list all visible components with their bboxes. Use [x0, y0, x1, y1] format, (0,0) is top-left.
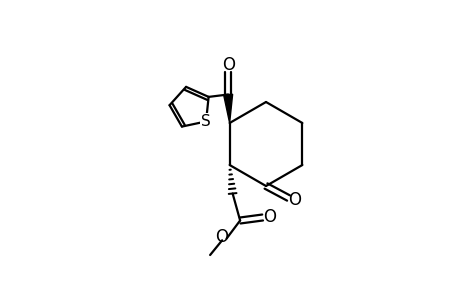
Polygon shape — [223, 94, 232, 123]
Text: O: O — [214, 228, 227, 246]
Text: S: S — [201, 114, 211, 129]
Text: O: O — [262, 208, 275, 226]
Text: O: O — [221, 56, 234, 74]
Text: O: O — [288, 191, 301, 209]
